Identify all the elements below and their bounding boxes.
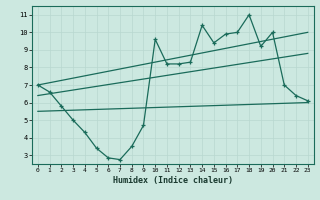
X-axis label: Humidex (Indice chaleur): Humidex (Indice chaleur) [113,176,233,185]
